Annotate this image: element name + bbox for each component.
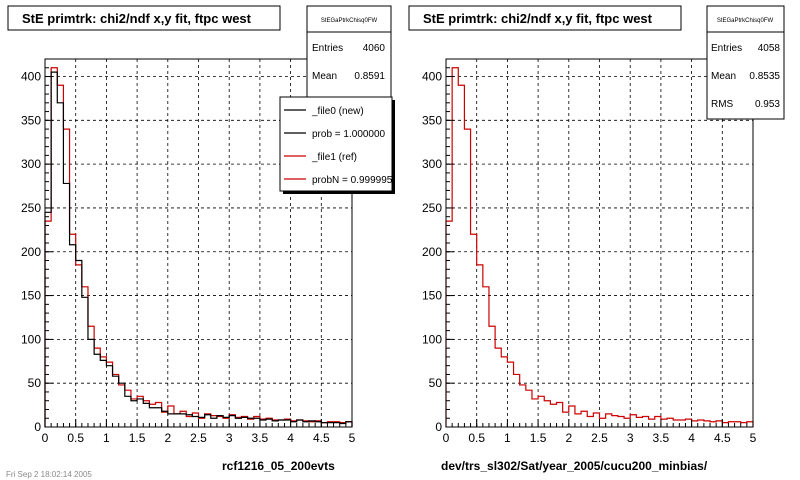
right-x-tick-label: 4	[688, 431, 695, 445]
right-plot-area: 0 0.5 1 1.5 2 2.5 3 3.5 4 4.5 50501001502002503003…	[422, 58, 757, 445]
right-y-tick-label: 100	[422, 332, 442, 346]
left-stats-mean-label: Mean	[312, 71, 337, 82]
right-x-tick-label: 2	[565, 431, 572, 445]
right-y-tick-label: 250	[422, 201, 442, 215]
right-y-tick-label: 400	[422, 70, 442, 84]
right-stats-entries-label: Entries	[711, 43, 742, 54]
left-y-tick-label: 50	[28, 376, 42, 390]
right-x-tick-label: 5	[750, 431, 757, 445]
left-stats-entries-value: 4060	[363, 43, 386, 54]
left-y-tick-label: 150	[21, 289, 41, 303]
left-stats-entries-label: Entries	[312, 43, 343, 54]
right-y-tick-label: 300	[422, 157, 442, 171]
legend-entry-1: prob = 1.000000	[312, 129, 386, 140]
left-stats-name: StEGaPtrkChisq0FW	[321, 18, 378, 24]
right-y-tick-label: 50	[429, 376, 443, 390]
left-y-tick-label: 350	[21, 113, 41, 127]
left-y-tick-label: 250	[21, 201, 41, 215]
right-x-tick-label: 0.5	[468, 431, 485, 445]
left-x-tick-label: 1.5	[129, 431, 146, 445]
right-y-tick-label: 200	[422, 245, 442, 259]
left-stats-mean-value: 0.8591	[354, 71, 385, 82]
left-x-tick-label: 0	[42, 431, 49, 445]
left-x-tick-label: 5	[349, 431, 356, 445]
left-panel: 0 0.5 1 1.5 2 2.5 3 3.5 4 4.5 50501001502002503003…	[7, 5, 395, 473]
right-x-tick-label: 0	[443, 431, 450, 445]
left-stats-box: StEGaPtrkChisq0FW Entries 4060 Mean 0.85…	[306, 5, 392, 101]
right-stats-name: StEGaPtrkChisq0FW	[717, 18, 774, 24]
right-stats-rms-value: 0.953	[755, 99, 780, 110]
left-x-axis-label: rcf1216_05_200evts	[222, 459, 335, 473]
right-stats-box: StEGaPtrkChisq0FW Entries 4058 Mean 0.85…	[706, 5, 785, 120]
legend-entry-0: _file0 (new)	[311, 106, 364, 117]
right-y-tick-label: 350	[422, 113, 442, 127]
left-x-tick-label: 2	[164, 431, 171, 445]
right-x-tick-label: 2.5	[591, 431, 608, 445]
left-title-box	[7, 5, 281, 31]
right-stats-mean-value: 0.8535	[749, 71, 780, 82]
left-y-tick-label: 400	[21, 70, 41, 84]
right-stats-mean-label: Mean	[711, 71, 736, 82]
left-x-tick-label: 0.5	[67, 431, 84, 445]
right-stats-rms-label: RMS	[711, 99, 734, 110]
right-x-tick-label: 1	[504, 431, 511, 445]
right-panel: 0 0.5 1 1.5 2 2.5 3 3.5 4 4.5 50501001502002503003…	[408, 5, 785, 473]
right-y-tick-label: 150	[422, 289, 442, 303]
right-x-tick-label: 3	[627, 431, 634, 445]
right-x-tick-label: 3.5	[653, 431, 670, 445]
right-x-axis-label: dev/trs_sl302/Sat/year_2005/cucu200_minb…	[441, 459, 708, 473]
left-y-tick-label: 0	[34, 420, 41, 434]
left-title: StE primtrk: chi2/ndf x,y fit, ftpc west	[22, 11, 252, 26]
left-y-tick-label: 300	[21, 157, 41, 171]
left-x-tick-label: 4	[287, 431, 294, 445]
right-x-tick-label: 4.5	[714, 431, 731, 445]
footer-timestamp: Fri Sep 2 18:02:14 2005	[6, 470, 92, 479]
right-title-box	[408, 5, 682, 31]
legend-box	[279, 96, 393, 192]
right-title: StE primtrk: chi2/ndf x,y fit, ftpc west	[423, 11, 653, 26]
left-legend: _file0 (new) prob = 1.000000 _file1 (ref) p…	[279, 96, 395, 194]
right-stats-entries-value: 4058	[758, 43, 781, 54]
right-x-tick-label: 1.5	[530, 431, 547, 445]
left-x-tick-label: 4.5	[313, 431, 330, 445]
left-x-tick-label: 2.5	[190, 431, 207, 445]
legend-entry-3: probN = 0.999995	[312, 175, 393, 186]
right-histogram-series-0	[445, 67, 754, 427]
left-x-tick-label: 3.5	[252, 431, 269, 445]
left-histogram-series-0	[44, 71, 353, 427]
legend-entry-2: _file1 (ref)	[311, 152, 357, 163]
left-x-tick-label: 1	[103, 431, 110, 445]
right-y-tick-label: 0	[435, 420, 442, 434]
left-x-tick-label: 3	[226, 431, 233, 445]
left-y-tick-label: 100	[21, 332, 41, 346]
left-y-tick-label: 200	[21, 245, 41, 259]
